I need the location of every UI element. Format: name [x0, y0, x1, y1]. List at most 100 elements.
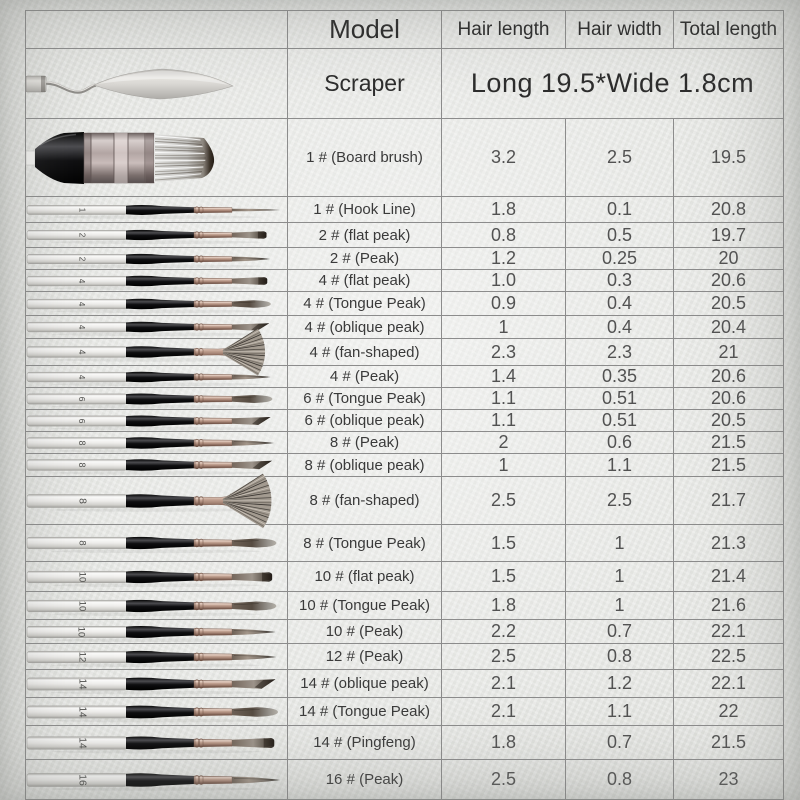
svg-text:6: 6: [77, 418, 87, 423]
total-length-cell: 21: [673, 338, 784, 366]
round-brush-image: 12: [26, 650, 277, 667]
model-cell: 14 # (oblique peak): [287, 669, 442, 698]
brush-image-cell: 4: [25, 365, 288, 388]
hair-length-cell: 2.5: [441, 643, 566, 670]
round-brush-image: 10: [26, 625, 276, 642]
hair-length-cell: 1: [441, 453, 566, 477]
table-row: 1 1 # (Hook Line) 1.8 0.1 20.8: [25, 196, 784, 223]
hair-length-cell: 1.4: [441, 365, 566, 388]
hair-width-cell: 2.5: [565, 118, 674, 197]
brush-image-cell: 14: [25, 697, 288, 726]
total-length-cell: 20.6: [673, 269, 784, 292]
svg-text:4: 4: [77, 278, 87, 283]
brush-image-cell: 4: [25, 291, 288, 316]
total-length-cell: 21.7: [673, 476, 784, 525]
angle-brush-image: 6: [26, 415, 271, 430]
model-cell: 1 # (Hook Line): [287, 196, 442, 223]
model-cell: 8 # (fan-shaped): [287, 476, 442, 525]
total-length-cell: 21.5: [673, 431, 784, 454]
total-length-cell: 21.3: [673, 524, 784, 562]
brush-image-cell: 12: [25, 643, 288, 670]
hair-width-cell: 1: [565, 524, 674, 562]
model-cell: 10 # (flat peak): [287, 561, 442, 592]
table-row: 2 2 # (flat peak) 0.8 0.5 19.7: [25, 222, 784, 248]
hair-width-cell: 0.8: [565, 759, 674, 800]
total-length-cell: 21.5: [673, 725, 784, 760]
column-header-hair-width: Hair width: [565, 10, 674, 49]
svg-text:6: 6: [77, 396, 87, 401]
hair-length-cell: 1.5: [441, 524, 566, 562]
filbert-brush-image: 14: [26, 705, 278, 722]
total-length-cell: 20.4: [673, 315, 784, 339]
hair-width-cell: 0.5: [565, 222, 674, 248]
brush-image-cell: 10: [25, 561, 288, 592]
model-cell: 12 # (Peak): [287, 643, 442, 670]
svg-text:4: 4: [77, 325, 87, 330]
table-row: 4 4 # (flat peak) 1.0 0.3 20.6: [25, 269, 784, 292]
total-length-cell: 20.5: [673, 291, 784, 316]
total-length-cell: 20.6: [673, 387, 784, 410]
hair-length-cell: 1.2: [441, 247, 566, 270]
model-cell: 4 # (Tongue Peak): [287, 291, 442, 316]
hair-width-cell: 0.7: [565, 725, 674, 760]
brush-image-cell: 2: [25, 247, 288, 270]
total-length-cell: 20.5: [673, 409, 784, 432]
hair-length-cell: 1.1: [441, 387, 566, 410]
svg-text:14: 14: [77, 737, 88, 749]
table-row: 8 8 # (Peak) 2 0.6 21.5: [25, 431, 784, 454]
angle-brush-image: 4: [26, 321, 270, 337]
brush-image-cell: 8: [25, 524, 288, 562]
liner-brush-image: 1: [26, 204, 280, 219]
table-row: 4 4 # (oblique peak) 1 0.4 20.4: [25, 315, 784, 339]
model-cell: 2 # (Peak): [287, 247, 442, 270]
brush-image-cell: 6: [25, 409, 288, 432]
table-row: 6 6 # (oblique peak) 1.1 0.51 20.5: [25, 409, 784, 432]
hair-width-cell: 0.4: [565, 291, 674, 316]
svg-text:1: 1: [78, 207, 87, 212]
filbert-brush-image: 8: [26, 536, 277, 554]
brush-image-cell: 4: [25, 315, 288, 339]
svg-text:2: 2: [78, 256, 87, 261]
angle-brush-image: 8: [26, 459, 272, 475]
total-length-cell: 20.6: [673, 365, 784, 388]
table-row: 10 10 # (flat peak) 1.5 1 21.4: [25, 561, 784, 592]
hair-length-cell: 3.2: [441, 118, 566, 197]
total-length-cell: 19.5: [673, 118, 784, 197]
svg-text:14: 14: [77, 706, 88, 717]
svg-text:4: 4: [77, 374, 87, 379]
hair-width-cell: 1: [565, 591, 674, 620]
spec-table: Model Hair length Hair width Total length Sc…: [25, 10, 784, 800]
svg-text:8: 8: [77, 462, 87, 467]
palette-knife-image: [25, 68, 234, 99]
model-cell: 16 # (Peak): [287, 759, 442, 800]
table-row: 4 4 # (Tongue Peak) 0.9 0.4 20.5: [25, 291, 784, 316]
hair-length-cell: 2.2: [441, 619, 566, 644]
flat-brush-image: 2: [26, 229, 267, 244]
total-length-cell: 22.1: [673, 619, 784, 644]
total-length-cell: 22: [673, 697, 784, 726]
column-header-hair-length: Hair length: [441, 10, 566, 49]
hair-length-cell: 0.9: [441, 291, 566, 316]
brush-image-cell: 8: [25, 431, 288, 454]
brush-image-cell: 4: [25, 269, 288, 292]
hair-length-cell: 2.1: [441, 697, 566, 726]
brush-image-cell: 14: [25, 669, 288, 698]
total-length-cell: 21.6: [673, 591, 784, 620]
brush-image-cell: [25, 118, 288, 197]
hair-width-cell: 1.1: [565, 453, 674, 477]
hair-width-cell: 1.2: [565, 669, 674, 698]
model-cell: 14 # (Pingfeng): [287, 725, 442, 760]
brush-image-cell: 2: [25, 222, 288, 248]
brush-image-cell: 8: [25, 473, 288, 528]
hair-width-cell: 0.4: [565, 315, 674, 339]
model-cell: 8 # (oblique peak): [287, 453, 442, 477]
brush-image-cell: 4: [25, 328, 288, 376]
hair-length-cell: 1.8: [441, 196, 566, 223]
brush-image-cell: 6: [25, 387, 288, 410]
brush-image-cell: 8: [25, 453, 288, 477]
hair-length-cell: 2.1: [441, 669, 566, 698]
brush-image-cell: 10: [25, 591, 288, 620]
svg-text:10: 10: [77, 600, 88, 611]
